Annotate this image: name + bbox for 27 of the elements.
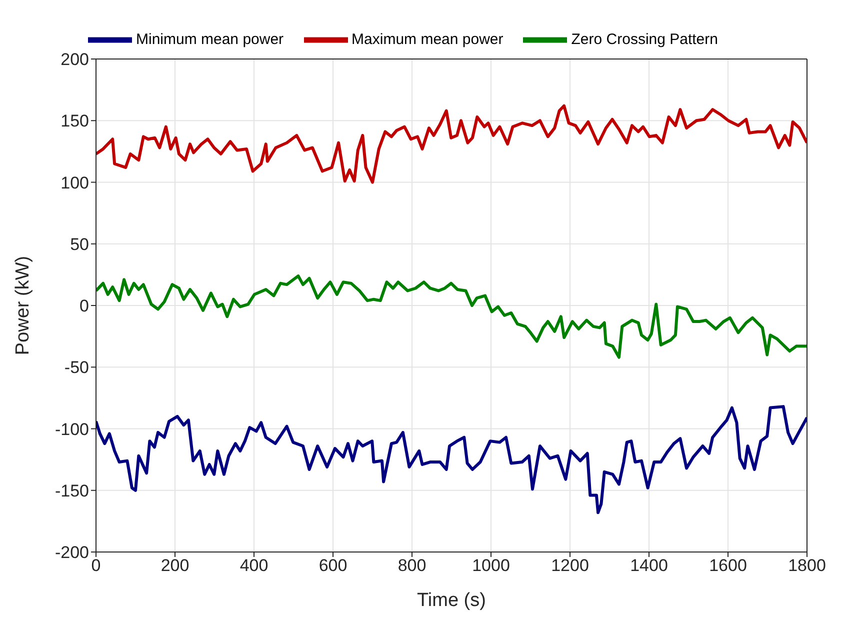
y-tick-label: 150 (60, 112, 89, 131)
line-series (96, 274, 807, 359)
y-tick-label: 100 (60, 173, 89, 192)
legend-label: Minimum mean power (136, 30, 284, 48)
x-axis-title: Time (s) (417, 590, 486, 611)
x-tick-label: 800 (398, 556, 426, 576)
y-tick-label: -100 (54, 420, 89, 439)
y-tick-label: 200 (60, 50, 89, 70)
x-tick-label: 1000 (472, 556, 510, 576)
y-tick-label: -200 (54, 543, 89, 562)
x-tick-label: 1600 (709, 556, 747, 576)
y-tick-label: -50 (64, 358, 89, 378)
x-tick-label: 1200 (551, 556, 589, 576)
x-tick-label: 1400 (630, 556, 668, 576)
x-tick-label: 400 (240, 556, 268, 576)
y-tick-label: 0 (80, 296, 89, 316)
line-series (96, 104, 807, 184)
x-tick-label: 1800 (788, 556, 826, 576)
line-series (96, 405, 807, 514)
x-tick-label: 600 (318, 556, 348, 576)
y-tick-label: 50 (70, 234, 89, 254)
x-tick-label: 200 (160, 556, 190, 576)
y-axis-title: Power (kW) (12, 256, 34, 356)
legend-label: Zero Crossing Pattern (571, 30, 718, 48)
legend-label: Maximum mean power (352, 30, 504, 48)
y-tick-label: -150 (54, 481, 89, 500)
x-tick-label: 0 (91, 556, 101, 576)
